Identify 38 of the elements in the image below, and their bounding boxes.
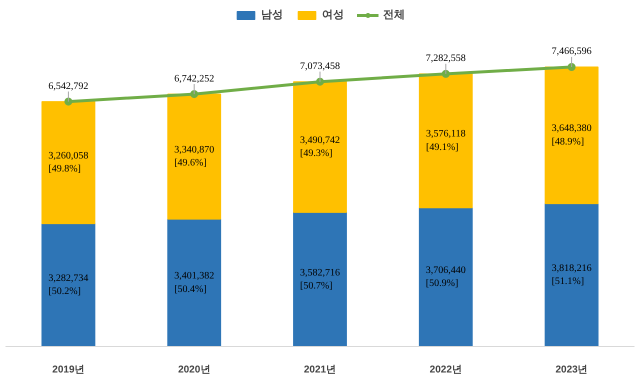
x-tick-label: 2022년 xyxy=(430,364,462,376)
data-label: 6,542,792 xyxy=(48,80,88,92)
data-label: 3,576,118 [49.1%] xyxy=(426,128,466,153)
data-label: 3,648,380 [48.9%] xyxy=(552,123,592,148)
point xyxy=(442,70,450,78)
bar xyxy=(167,94,222,220)
legend-label: 남성 xyxy=(261,8,283,22)
point xyxy=(568,63,576,71)
bar xyxy=(544,66,599,204)
data-label: 3,818,216 [51.1%] xyxy=(552,262,592,288)
bar xyxy=(41,101,96,224)
bar xyxy=(293,81,347,213)
x-tick-label: 2019년 xyxy=(52,364,85,376)
bar xyxy=(418,207,473,346)
data-label: 7,466,596 xyxy=(552,46,592,58)
x-tick-label: 2020년 xyxy=(178,364,210,376)
bar xyxy=(167,218,222,346)
bar xyxy=(41,223,96,346)
data-label: 7,282,558 xyxy=(426,53,466,64)
data-label: 3,282,734 [50.2%] xyxy=(48,272,88,298)
x-tick-label: 2021년 xyxy=(304,364,336,376)
bar xyxy=(544,203,599,346)
data-label: 3,490,742 [49.3%] xyxy=(300,134,340,160)
data-label: 3,260,058 [49.8%] xyxy=(48,150,88,175)
legend-label: 전체 xyxy=(383,8,405,22)
data-label: 3,582,716 [50.7%] xyxy=(300,267,340,292)
data-label: 7,073,458 xyxy=(300,60,340,72)
point xyxy=(64,98,72,106)
data-label: 3,340,870 [49.6%] xyxy=(174,144,214,169)
point xyxy=(316,78,324,86)
legend-label: 여성 xyxy=(322,8,344,22)
data-label: 6,742,252 xyxy=(174,73,214,84)
bar xyxy=(418,73,473,208)
x-tick-label: 2023년 xyxy=(555,364,588,376)
bar xyxy=(293,212,347,346)
data-label: 3,401,382 [50.4%] xyxy=(174,270,214,295)
point xyxy=(190,90,198,98)
data-label: 3,706,440 [50.9%] xyxy=(426,265,466,290)
